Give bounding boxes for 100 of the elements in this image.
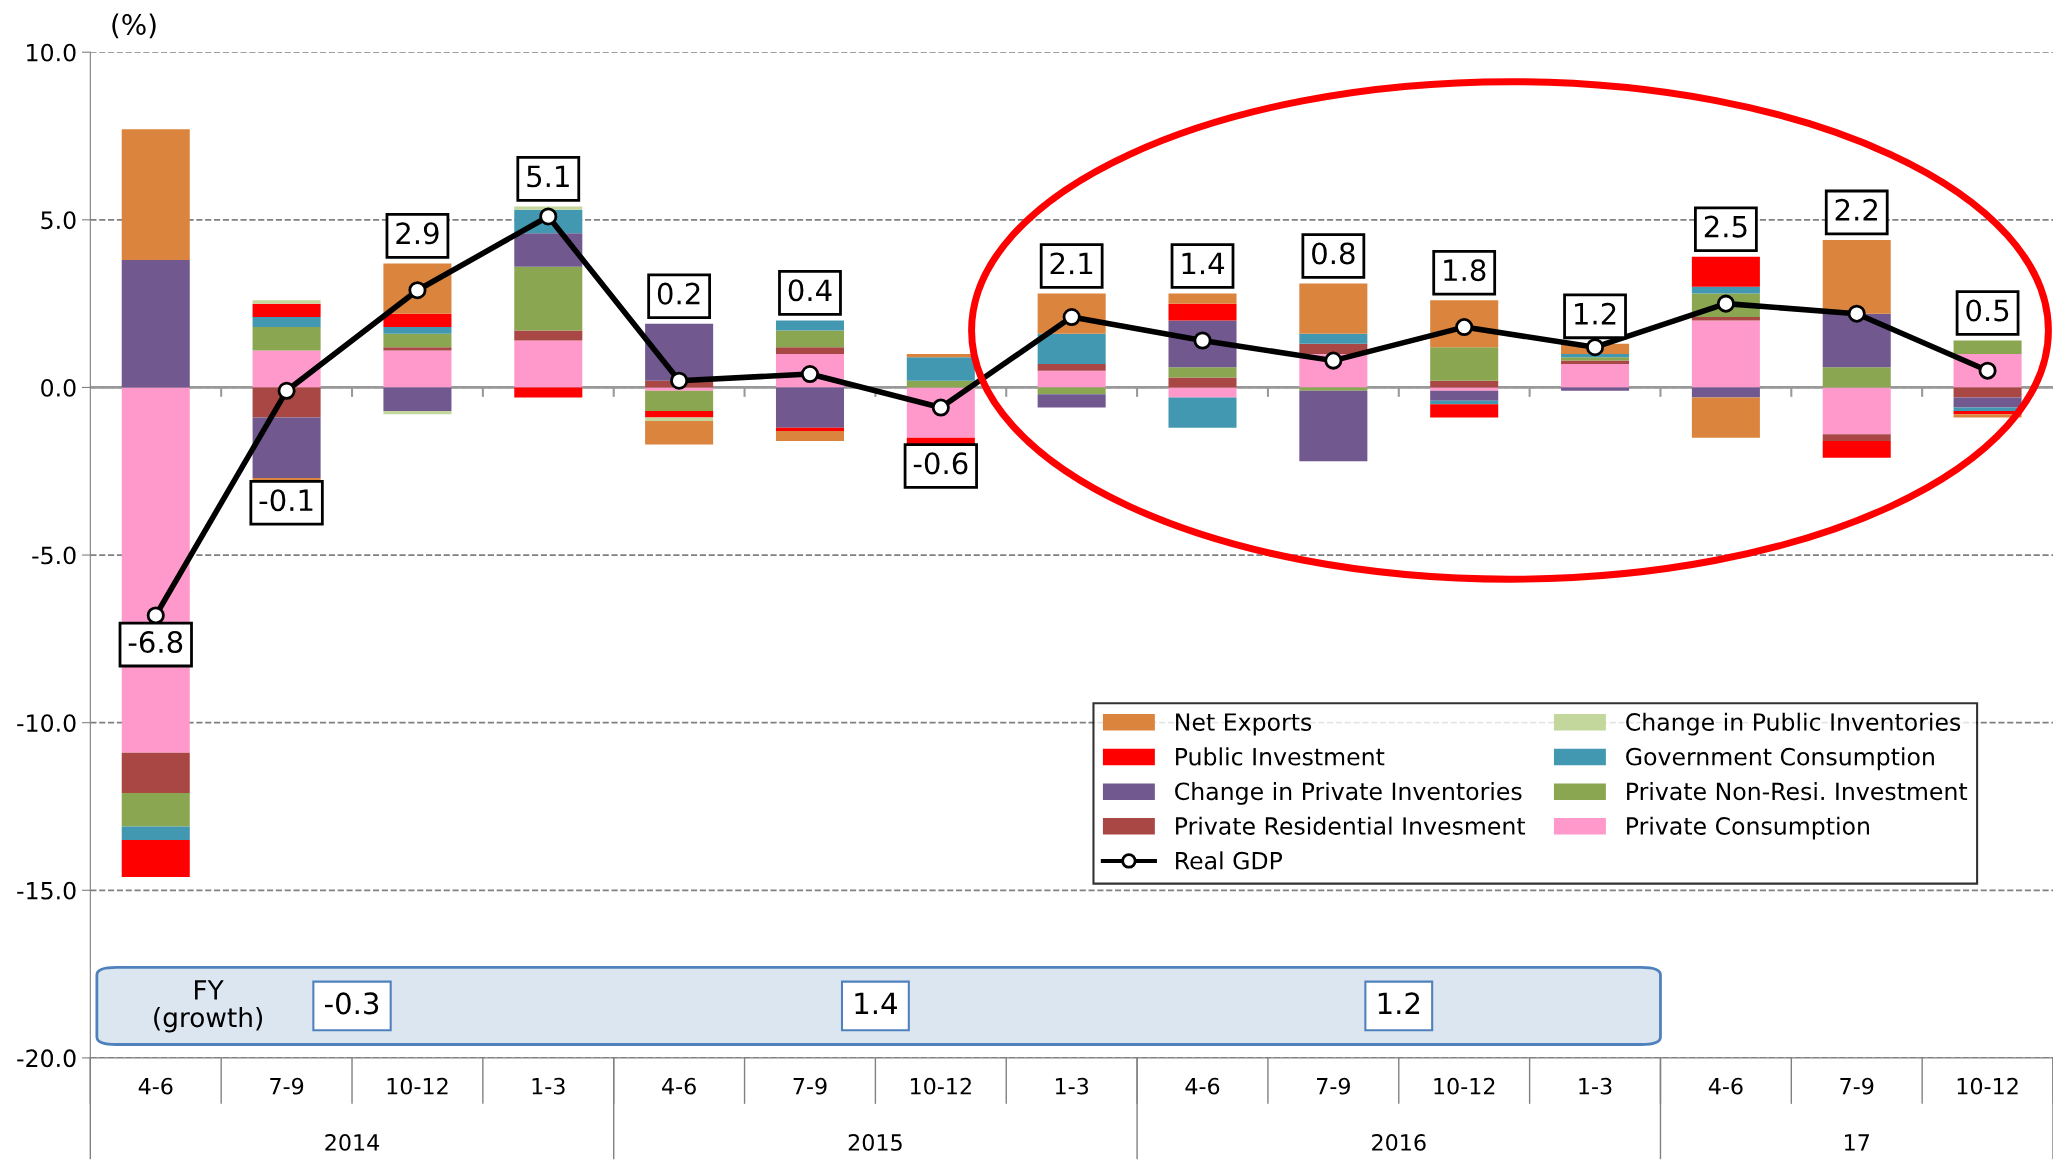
bar: [1430, 387, 1499, 391]
bar: [1168, 303, 1237, 321]
data-label: 2.5: [1704, 215, 1747, 238]
bar: [645, 390, 714, 411]
legend-label: Real GDP: [1176, 851, 1283, 870]
data-label: 2.1: [1050, 252, 1093, 275]
x-tick-label: 1-3: [532, 1077, 565, 1095]
bar: [514, 387, 583, 398]
bar: [1037, 370, 1106, 388]
bar: [252, 300, 321, 304]
bar: [252, 327, 321, 351]
bar: [1822, 441, 1891, 458]
bar: [121, 129, 190, 261]
data-label: -0.1: [259, 489, 313, 512]
legend-label: Net Exports: [1176, 713, 1312, 736]
bar: [775, 330, 844, 348]
legend-label: Public Investment: [1176, 747, 1385, 766]
bar: [514, 330, 583, 341]
text: 2016: [1372, 1134, 1426, 1151]
bar: [1953, 397, 2022, 408]
data-label: -0.6: [913, 452, 968, 475]
bar: [383, 327, 452, 334]
bar: [252, 317, 321, 328]
bar: [1299, 333, 1368, 344]
bar: [1691, 320, 1760, 388]
data-label: 2.2: [1835, 198, 1878, 221]
legend-label: Change in Public Inventories: [1626, 712, 1961, 736]
bar: [1430, 347, 1499, 381]
bar: [645, 387, 714, 391]
x-tick-label: 4-6: [1185, 1077, 1220, 1095]
bar: [1822, 239, 1891, 314]
data-label: 0.2: [657, 282, 700, 305]
annotation: 1.2: [1378, 992, 1420, 1015]
bar: [1822, 367, 1891, 388]
bar: [383, 347, 452, 351]
point: [670, 371, 689, 390]
data-label: 0.8: [1312, 242, 1355, 265]
y-axis-title: (%): [112, 13, 156, 39]
y-tick-label: 5.0: [41, 211, 76, 230]
bar: [121, 840, 190, 877]
point: [277, 381, 296, 400]
data-label: 2.9: [396, 222, 439, 245]
legend-label: Private Residential Invesment: [1176, 816, 1526, 835]
bar: [1561, 363, 1630, 388]
bar: [1168, 397, 1237, 428]
x-tick-label: 1-3: [1055, 1077, 1089, 1095]
data-label: 0.4: [788, 279, 832, 302]
bar: [1037, 394, 1106, 408]
bar: [1691, 387, 1760, 398]
bar: [1168, 387, 1237, 398]
annotation: FY (growth): [154, 980, 263, 1033]
bar: [775, 347, 844, 354]
bar: [1822, 313, 1891, 368]
bar: [1168, 377, 1237, 388]
y-tick-label: 10.0: [27, 43, 76, 62]
data-label: 5.1: [527, 165, 569, 188]
x-tick-label: 4-6: [662, 1077, 696, 1095]
bar: [645, 420, 714, 445]
bar: [1037, 387, 1106, 395]
legend-label: Change in Private Inventories: [1175, 781, 1522, 805]
bar: [121, 260, 190, 388]
x-tick-label: 1-3: [1579, 1077, 1612, 1095]
y-tick-label: -10.0: [17, 714, 76, 732]
x-tick-label: 7-9: [1840, 1077, 1874, 1095]
y-tick-label: -20.0: [17, 1049, 76, 1068]
bar: [1822, 387, 1891, 435]
bar: [1168, 293, 1237, 304]
bar: [1037, 363, 1106, 371]
x-tick-label: 7-9: [270, 1077, 304, 1095]
bar: [1168, 367, 1237, 378]
bar: [1430, 404, 1499, 418]
bar: [775, 387, 844, 428]
bar: [121, 793, 190, 827]
legend-label: Private Non-Resi. Investment: [1627, 781, 1968, 801]
bar: [1299, 283, 1368, 334]
bar: [1691, 397, 1760, 438]
annotation: 1.4: [855, 992, 897, 1015]
bar: [775, 320, 844, 331]
text: 2015: [848, 1134, 902, 1151]
bar: [514, 266, 583, 331]
data-label: 1.8: [1444, 259, 1486, 282]
bar: [775, 431, 844, 442]
bar: [1953, 340, 2022, 354]
bar: [906, 357, 975, 381]
data-label: 1.4: [1182, 252, 1225, 275]
point: [1586, 338, 1605, 357]
x-tick-label: 10-12: [387, 1077, 448, 1095]
point: [1847, 304, 1866, 323]
x-tick-label: 7-9: [793, 1077, 827, 1095]
y-tick-label: 0.0: [41, 378, 76, 397]
bar: [383, 313, 452, 328]
point: [1324, 351, 1343, 370]
bar: [1037, 333, 1106, 364]
bar: [514, 206, 583, 210]
x-tick-label: 7-9: [1317, 1077, 1350, 1095]
annotation: -0.3: [324, 992, 379, 1015]
bar: [1299, 390, 1368, 462]
bar: [121, 752, 190, 794]
text: 2014: [325, 1134, 380, 1151]
bar: [383, 387, 452, 411]
